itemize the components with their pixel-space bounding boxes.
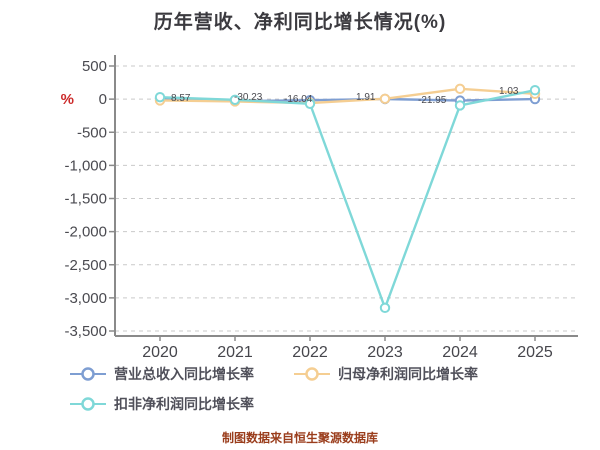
svg-text:2024: 2024 [442,344,478,361]
legend-label-nonrecurring-profit-growth: 扣非净利润同比增长率 [114,396,254,412]
legend-row-2: 扣非净利润同比增长率 [70,389,590,419]
svg-text:2022: 2022 [292,344,328,361]
svg-text:-2,500: -2,500 [64,257,107,274]
data-source-note: 制图数据来自恒生聚源数据库 [221,431,378,445]
svg-text:2021: 2021 [217,344,253,361]
svg-text:0: 0 [99,91,107,108]
chart-title: 历年营收、净利同比增长情况(%) [153,12,447,33]
svg-text:1.03: 1.03 [499,86,519,97]
legend-item-revenue-growth[interactable]: 营业总收入同比增长率 [70,364,254,384]
svg-text:-3,500: -3,500 [64,323,107,340]
legend-label-revenue-growth: 营业总收入同比增长率 [114,366,254,382]
svg-text:-500: -500 [77,124,107,141]
svg-text:-1,500: -1,500 [64,191,107,208]
svg-text:-1,000: -1,000 [64,157,107,174]
svg-text:8.57: 8.57 [171,93,191,104]
svg-text:2023: 2023 [367,344,403,361]
legend: 营业总收入同比增长率 归母净利润同比增长率 扣非净利润同比增长率 [70,359,590,419]
legend-item-parent-profit-growth[interactable]: 归母净利润同比增长率 [294,364,478,384]
legend-label-parent-profit-growth: 归母净利润同比增长率 [338,366,478,382]
line-marker-icon [70,397,106,411]
svg-text:-30.23: -30.23 [234,92,263,103]
svg-text:2020: 2020 [142,344,178,361]
legend-row-1: 营业总收入同比增长率 归母净利润同比增长率 [70,359,590,389]
svg-text:-16.04: -16.04 [284,94,313,105]
svg-text:-21.95: -21.95 [418,95,447,106]
svg-text:-3,000: -3,000 [64,290,107,307]
line-marker-icon [70,367,106,381]
svg-text:500: 500 [82,58,107,75]
svg-text:1.91: 1.91 [356,92,376,103]
svg-text:2025: 2025 [517,344,553,361]
line-marker-icon [294,367,330,381]
svg-text:-2,000: -2,000 [64,224,107,241]
legend-item-nonrecurring-profit-growth[interactable]: 扣非净利润同比增长率 [70,394,254,414]
svg-text:%: % [61,91,74,108]
